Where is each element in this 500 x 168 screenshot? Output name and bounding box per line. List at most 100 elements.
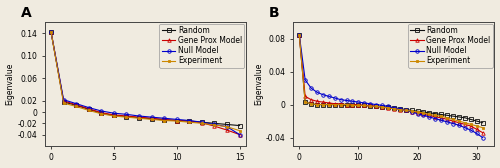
- Random: [462, 117, 468, 119]
- Legend: Random, Gene Prox Model, Null Model, Experiment: Random, Gene Prox Model, Null Model, Exp…: [160, 24, 244, 68]
- Null Model: [480, 137, 486, 139]
- Line: Gene Prox Model: Gene Prox Model: [50, 30, 242, 136]
- Null Model: [426, 116, 432, 118]
- Gene Prox Model: [73, 104, 79, 106]
- Gene Prox Model: [367, 104, 373, 106]
- Gene Prox Model: [161, 118, 167, 120]
- Experiment: [314, 104, 320, 106]
- Null Model: [236, 134, 242, 136]
- Gene Prox Model: [314, 100, 320, 102]
- Random: [332, 104, 338, 106]
- Random: [438, 113, 444, 115]
- Random: [314, 104, 320, 106]
- Null Model: [391, 107, 397, 109]
- Null Model: [60, 99, 66, 101]
- Random: [111, 114, 117, 116]
- Experiment: [408, 110, 414, 112]
- Line: Null Model: Null Model: [50, 30, 242, 136]
- Gene Prox Model: [438, 117, 444, 119]
- Gene Prox Model: [480, 132, 486, 134]
- Null Model: [296, 33, 302, 35]
- Null Model: [320, 94, 326, 96]
- Null Model: [474, 132, 480, 134]
- Random: [199, 121, 205, 123]
- Experiment: [174, 120, 180, 122]
- Null Model: [199, 121, 205, 123]
- Line: Random: Random: [298, 33, 484, 124]
- Random: [174, 119, 180, 121]
- Null Model: [414, 113, 420, 115]
- Experiment: [468, 123, 474, 125]
- Experiment: [124, 116, 130, 118]
- Random: [344, 104, 349, 106]
- Legend: Random, Gene Prox Model, Null Model, Experiment: Random, Gene Prox Model, Null Model, Exp…: [408, 24, 493, 68]
- Gene Prox Model: [450, 120, 456, 122]
- Gene Prox Model: [408, 111, 414, 113]
- Null Model: [356, 101, 362, 103]
- Gene Prox Model: [98, 112, 104, 114]
- Null Model: [174, 118, 180, 120]
- Null Model: [432, 118, 438, 120]
- Experiment: [474, 125, 480, 127]
- Gene Prox Model: [148, 117, 154, 119]
- Random: [356, 104, 362, 106]
- Experiment: [438, 115, 444, 117]
- Null Model: [367, 103, 373, 105]
- Experiment: [480, 127, 486, 129]
- Line: Experiment: Experiment: [50, 30, 241, 132]
- Experiment: [356, 104, 362, 106]
- Experiment: [199, 122, 205, 124]
- Null Model: [402, 109, 408, 111]
- Gene Prox Model: [456, 122, 462, 124]
- Random: [73, 104, 79, 106]
- Random: [320, 104, 326, 106]
- Null Model: [344, 99, 349, 101]
- Experiment: [373, 105, 379, 107]
- Null Model: [385, 105, 391, 107]
- Random: [426, 112, 432, 114]
- Random: [402, 109, 408, 111]
- Gene Prox Model: [344, 104, 349, 106]
- Experiment: [462, 122, 468, 124]
- Random: [161, 119, 167, 121]
- Line: Random: Random: [50, 30, 242, 127]
- Gene Prox Model: [397, 109, 403, 111]
- Null Model: [224, 126, 230, 128]
- Gene Prox Model: [385, 107, 391, 109]
- Random: [124, 116, 130, 118]
- Random: [86, 108, 91, 110]
- Null Model: [161, 117, 167, 119]
- Null Model: [373, 104, 379, 106]
- Experiment: [385, 107, 391, 109]
- Null Model: [86, 107, 91, 109]
- Experiment: [186, 121, 192, 123]
- Gene Prox Model: [444, 118, 450, 120]
- Experiment: [236, 130, 242, 132]
- Null Model: [338, 99, 344, 101]
- Experiment: [148, 118, 154, 120]
- Random: [60, 101, 66, 103]
- Gene Prox Model: [236, 134, 242, 136]
- Null Model: [397, 108, 403, 110]
- Null Model: [350, 100, 356, 102]
- Null Model: [111, 112, 117, 114]
- Random: [296, 33, 302, 35]
- Gene Prox Model: [474, 128, 480, 130]
- Experiment: [362, 104, 368, 106]
- Experiment: [379, 106, 385, 108]
- Gene Prox Model: [308, 99, 314, 101]
- Gene Prox Model: [212, 125, 218, 127]
- Experiment: [98, 113, 104, 115]
- Experiment: [332, 104, 338, 106]
- Experiment: [367, 105, 373, 107]
- Null Model: [212, 123, 218, 125]
- Gene Prox Model: [320, 101, 326, 103]
- Gene Prox Model: [391, 108, 397, 110]
- Experiment: [86, 109, 91, 111]
- Experiment: [420, 112, 426, 114]
- Random: [136, 117, 142, 119]
- Null Model: [186, 119, 192, 121]
- Text: A: A: [20, 6, 32, 20]
- Gene Prox Model: [402, 109, 408, 111]
- Experiment: [350, 104, 356, 106]
